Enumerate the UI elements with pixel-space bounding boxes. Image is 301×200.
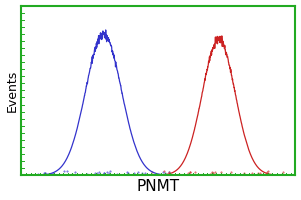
X-axis label: PNMT: PNMT: [137, 179, 180, 194]
Y-axis label: Events: Events: [5, 69, 19, 112]
